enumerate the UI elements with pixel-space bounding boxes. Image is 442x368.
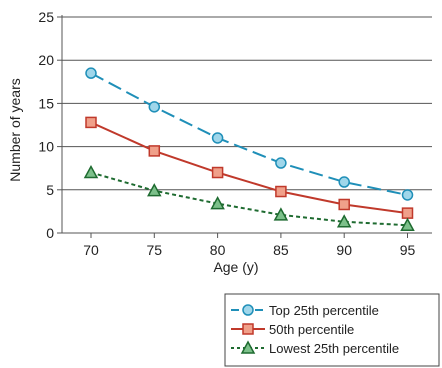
series-lines: [83, 67, 415, 231]
data-point-circle: [338, 176, 350, 188]
data-point-square: [401, 207, 414, 219]
legend-marker-circle: [242, 304, 254, 316]
y-tick-label: 20: [38, 52, 54, 68]
series-circle: [85, 67, 414, 201]
y-tick-label: 5: [46, 182, 54, 198]
legend-label: Top 25th percentile: [269, 303, 379, 318]
x-tick-label: 75: [147, 242, 163, 258]
data-point-square: [85, 116, 97, 129]
data-point-square: [275, 185, 287, 198]
data-point-triangle: [273, 207, 289, 221]
x-tick-label: 80: [210, 242, 226, 258]
y-tick-label: 10: [38, 139, 54, 155]
tick-labels: 0 5 10 15 20 25 70 75 80 85 90 95: [38, 9, 415, 258]
y-tick-label: 15: [38, 95, 54, 111]
legend-label: 50th percentile: [269, 322, 354, 337]
legend-marker-square: [242, 323, 254, 335]
axes: [57, 15, 432, 238]
y-tick-label: 0: [46, 225, 54, 241]
data-point-circle: [148, 101, 161, 113]
data-point-square: [211, 166, 224, 179]
data-point-square: [148, 145, 161, 157]
data-point-triangle: [400, 217, 415, 231]
series-line: [90, 72, 408, 196]
series-triangle: [83, 164, 415, 231]
legend-item: Top 25th percentile: [231, 303, 379, 318]
data-point-circle: [85, 67, 97, 79]
x-tick-label: 95: [400, 242, 416, 258]
legend-marker-triangle: [240, 340, 256, 354]
series-line: [90, 121, 408, 215]
data-point-circle: [275, 157, 287, 169]
x-axis-title: Age (y): [213, 259, 258, 275]
legend-item: 50th percentile: [231, 322, 354, 337]
data-point-triangle: [83, 164, 99, 179]
data-point-circle: [211, 132, 224, 144]
series-line: [90, 171, 408, 227]
data-point-circle: [401, 189, 414, 201]
x-tick-label: 90: [336, 242, 352, 258]
x-tick-label: 70: [83, 242, 99, 258]
gridlines: [62, 16, 432, 191]
data-point-square: [338, 198, 350, 211]
data-point-triangle: [210, 196, 225, 210]
y-axis-title: Number of years: [7, 78, 23, 181]
x-tick-label: 85: [273, 242, 289, 258]
legend-label: Lowest 25th percentile: [269, 341, 399, 356]
y-tick-label: 25: [38, 9, 54, 25]
legend: Top 25th percentile 50th percentile Lowest…: [224, 293, 440, 367]
data-point-triangle: [147, 183, 162, 197]
data-point-triangle: [336, 214, 352, 228]
series-square: [85, 116, 414, 219]
legend-item: Lowest 25th percentile: [231, 340, 399, 356]
